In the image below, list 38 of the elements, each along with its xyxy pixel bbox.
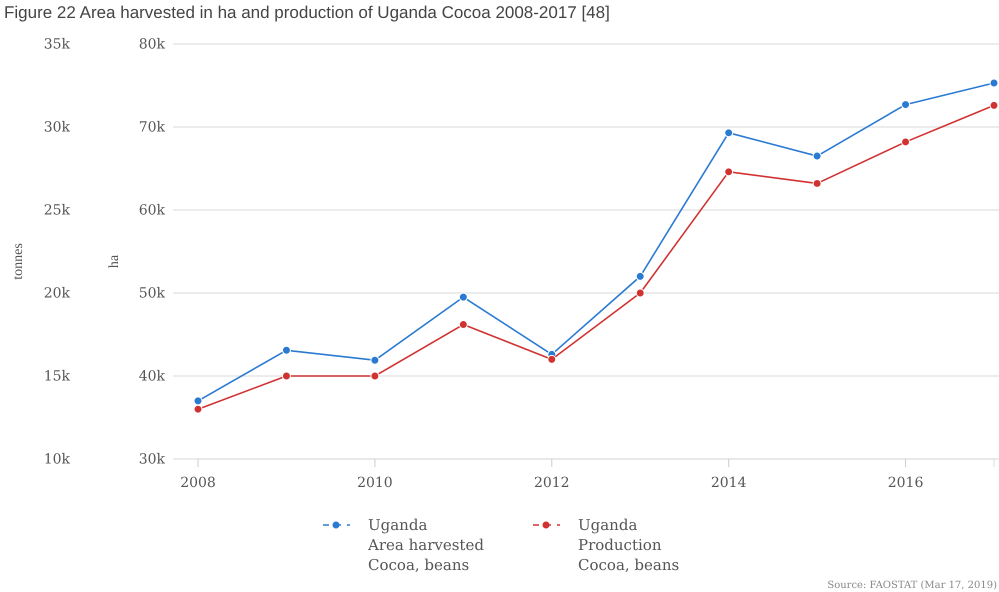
point: [370, 372, 380, 380]
point: [724, 128, 734, 138]
y-tick-label: 20k: [44, 285, 70, 302]
legend-label: Uganda Area harvested Cocoa, beans: [367, 516, 484, 574]
y-tick-label: 30k: [44, 119, 70, 136]
point: [724, 167, 734, 176]
y-tick-label: 15k: [44, 368, 70, 384]
point: [194, 396, 202, 406]
point: [547, 354, 556, 364]
y2-tick-label: 50k: [138, 285, 166, 302]
point: [370, 356, 380, 365]
y-tick-label: 10k: [44, 451, 70, 468]
y2-tick-label: 80k: [138, 36, 166, 52]
point: [901, 100, 910, 110]
x-tick-label: 2008: [180, 474, 216, 491]
point: [194, 404, 202, 414]
y2-axis-title: ha: [107, 254, 122, 268]
y-axis-title: tonnes: [11, 243, 26, 280]
legend-label: Uganda Production Cocoa, beans: [578, 516, 680, 574]
point: [990, 78, 998, 88]
point: [990, 100, 998, 110]
y-tick-label: 35k: [44, 36, 70, 52]
point: [282, 346, 291, 355]
point: [458, 292, 468, 302]
y2-tick-label: 60k: [138, 202, 166, 218]
point: [636, 272, 645, 281]
x-tick-label: 2010: [357, 474, 393, 491]
source-note: Source: FAOSTAT (Mar 17, 2019): [827, 580, 998, 591]
x-tick-label: 2012: [534, 474, 570, 491]
chart-title: Figure 22 Area harvested in ha and production of Uganda Cocoa 2008-2017 [48]: [4, 3, 610, 22]
x-tick-label: 2014: [710, 474, 747, 491]
y2-tick-label: 70k: [138, 119, 166, 136]
y2-tick-label: 30k: [138, 451, 166, 468]
point: [282, 372, 291, 380]
point: [636, 288, 645, 298]
x-tick-label: 2016: [888, 474, 924, 491]
y-tick-label: 25k: [44, 202, 70, 218]
y2-tick-label: 40k: [138, 368, 166, 384]
